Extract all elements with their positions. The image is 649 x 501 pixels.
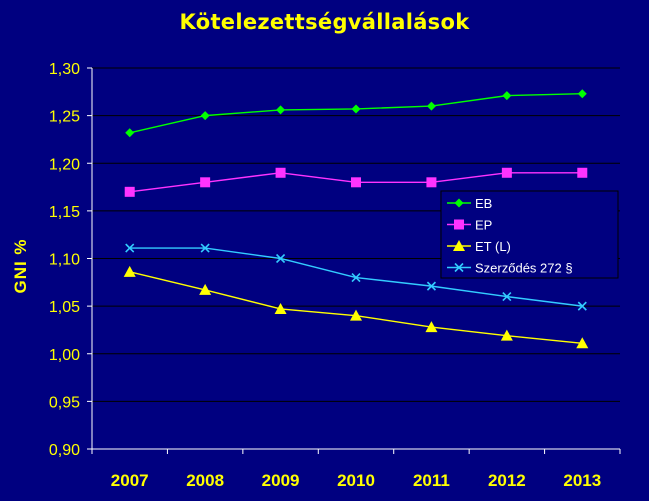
legend-marker-szerz-d-s-272: [454, 262, 464, 273]
x-tick-label: 2010: [337, 471, 375, 490]
data-point-eb: [426, 101, 436, 111]
y-tick-label: 1,05: [49, 299, 80, 316]
legend-label-eb: EB: [475, 196, 492, 211]
legend-box: [440, 190, 619, 279]
data-point-et-l: [576, 337, 589, 349]
data-point-et-l: [274, 302, 287, 314]
x-tick-label: 2007: [111, 471, 149, 490]
data-point-szerz-d-s-272: [577, 301, 587, 311]
data-point-szerz-d-s-272: [426, 281, 436, 291]
data-point-szerz-d-s-272: [125, 243, 135, 253]
data-point-ep: [200, 177, 211, 188]
y-tick-label: 1,30: [49, 61, 80, 78]
data-point-eb: [577, 89, 587, 99]
series-line-et-l: [129, 271, 583, 344]
legend-marker-et-l: [453, 240, 465, 251]
data-point-eb: [351, 104, 361, 114]
data-point-ep: [426, 177, 437, 188]
y-tick-label: 0,90: [49, 442, 80, 459]
y-tick-label: 1,15: [49, 204, 80, 221]
x-tick-label: 2009: [262, 471, 300, 490]
chart-title: Kötelezettségvállalások: [179, 10, 470, 34]
data-point-ep: [124, 186, 135, 197]
data-point-szerz-d-s-272: [276, 253, 286, 264]
legend-label-ep: EP: [475, 218, 492, 233]
x-tick-label: 2008: [186, 471, 224, 490]
data-point-eb: [200, 111, 210, 121]
data-point-ep: [351, 177, 361, 188]
x-tick-label: 2011: [413, 471, 450, 490]
legend-label-et-l: ET (L): [475, 239, 511, 254]
data-point-et-l: [123, 265, 136, 277]
x-tick-label: 2012: [488, 471, 526, 490]
y-tick-label: 0,95: [49, 394, 80, 411]
data-point-eb: [125, 128, 135, 138]
y-tick-label: 1,25: [49, 109, 80, 126]
y-tick-label: 1,10: [49, 252, 80, 269]
data-point-szerz-d-s-272: [351, 272, 361, 283]
x-tick-label: 2013: [563, 471, 601, 490]
data-point-et-l: [350, 309, 362, 321]
data-point-ep: [501, 167, 512, 178]
data-point-et-l: [425, 321, 438, 333]
data-point-eb: [502, 91, 512, 101]
legend-marker-ep: [454, 219, 464, 230]
data-point-ep: [577, 167, 588, 178]
data-point-ep: [275, 167, 286, 178]
y-tick-label: 1,00: [49, 347, 80, 364]
legend-label-szerz-d-s-272: Szerződés 272 §: [475, 261, 573, 276]
legend-marker-eb: [454, 198, 464, 208]
data-point-et-l: [500, 329, 513, 341]
data-point-szerz-d-s-272: [502, 292, 512, 302]
data-point-szerz-d-s-272: [200, 243, 210, 253]
data-point-et-l: [199, 283, 212, 295]
y-tick-label: 1,20: [49, 156, 80, 173]
data-point-eb: [276, 105, 286, 115]
